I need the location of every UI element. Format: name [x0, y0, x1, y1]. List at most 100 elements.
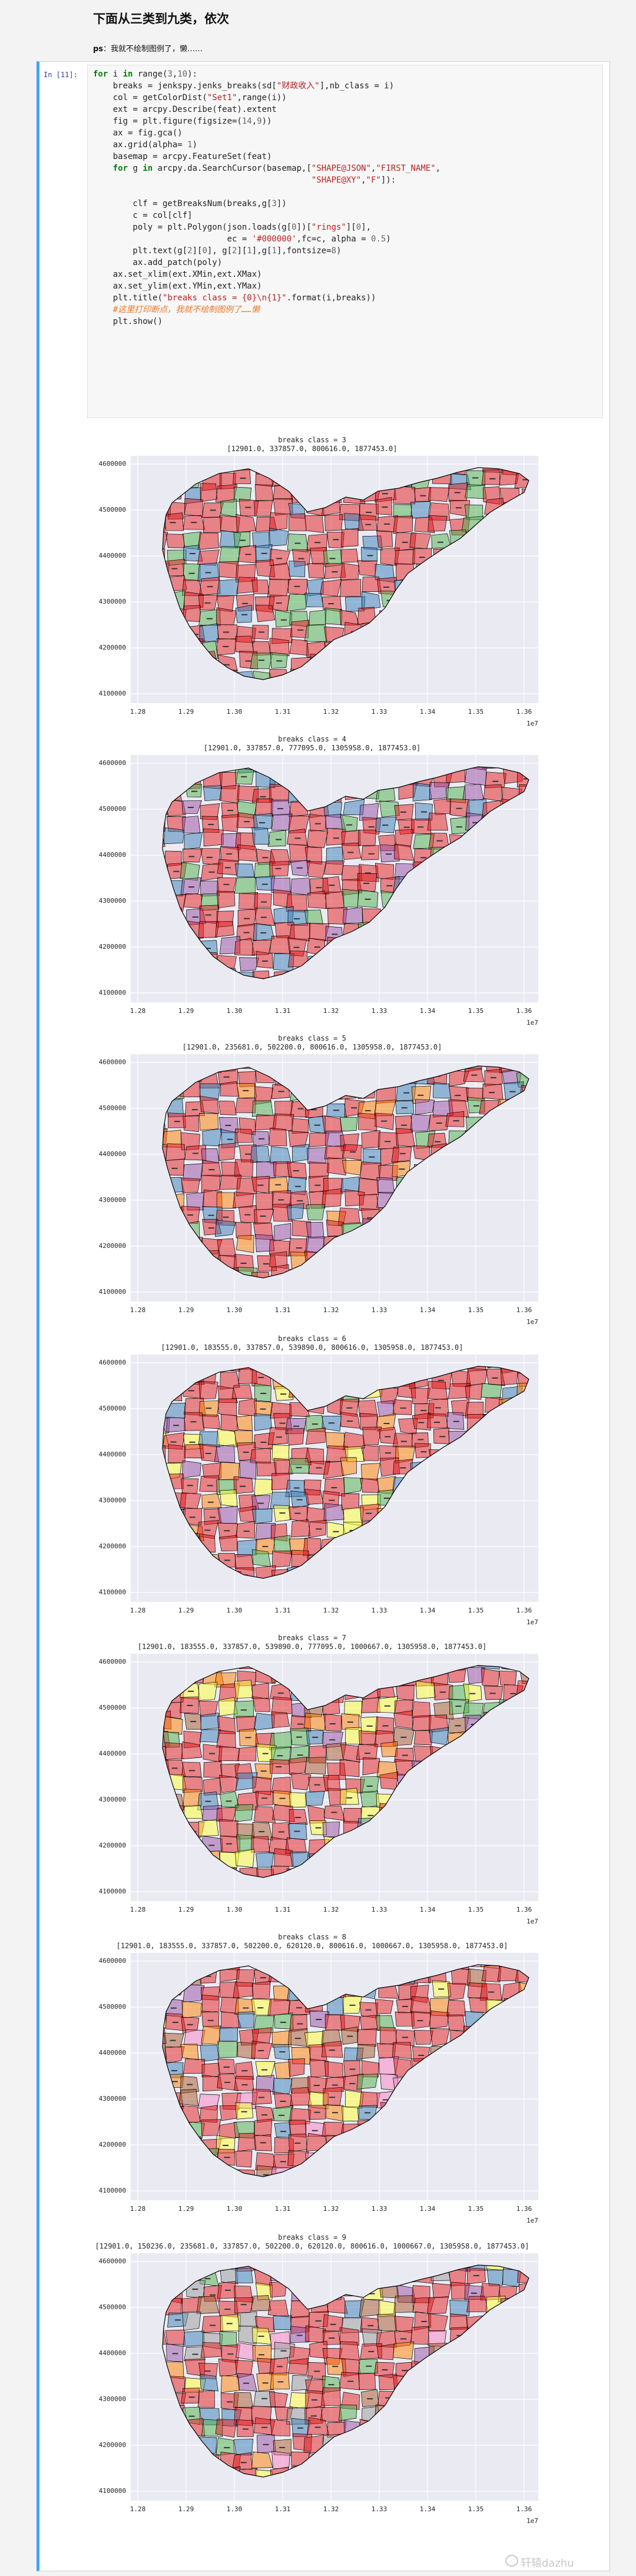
- county-polygon: [343, 1477, 363, 1494]
- county-label: [261, 2114, 268, 2116]
- county-polygon: [270, 1366, 290, 1373]
- county-label: [313, 2085, 320, 2087]
- county-label: [278, 1199, 284, 1201]
- county-polygon: [345, 2184, 362, 2199]
- county-polygon: [430, 1162, 449, 1180]
- county-label: [489, 1693, 496, 1694]
- county-polygon: [180, 1492, 201, 1509]
- county-label: [417, 1591, 423, 1592]
- y-tick-label: 4600000: [98, 2257, 126, 2265]
- code-token: "FIRST_NAME": [376, 164, 436, 173]
- county-polygon: [465, 1774, 485, 1793]
- county-polygon: [536, 1687, 538, 1701]
- county-polygon: [395, 1759, 415, 1776]
- county-label: [368, 2141, 375, 2143]
- county-label: [260, 1408, 266, 1410]
- county-polygon: [269, 1600, 289, 1602]
- county-label: [490, 1077, 496, 1078]
- x-tick-label: 1.29: [178, 1607, 194, 1614]
- county-polygon: [431, 2464, 449, 2477]
- county-polygon: [343, 2420, 363, 2438]
- county-polygon: [235, 2102, 253, 2120]
- county-label: [226, 1800, 232, 1802]
- county-polygon: [344, 656, 363, 675]
- county-label: [173, 1425, 180, 1426]
- county-polygon: [344, 953, 365, 970]
- county-label: [439, 2369, 446, 2371]
- county-label: [156, 885, 162, 886]
- county-polygon: [237, 1280, 256, 1297]
- county-polygon: [132, 1670, 152, 1685]
- county-polygon: [164, 1817, 184, 1836]
- county-polygon: [269, 528, 289, 547]
- county-label: [332, 571, 338, 572]
- county-polygon: [519, 1415, 529, 1432]
- county-polygon: [485, 2170, 507, 2177]
- county-polygon: [233, 1982, 254, 1999]
- code-text[interactable]: for i in range(3,10): breaks = jenkspy.j…: [93, 68, 440, 327]
- county-polygon: [416, 468, 435, 471]
- county-polygon: [343, 767, 361, 770]
- county-polygon: [427, 1819, 449, 1836]
- county-polygon: [499, 1670, 517, 1686]
- code-editor[interactable]: [87, 65, 603, 418]
- county-polygon: [305, 2265, 326, 2272]
- county-label: [332, 2366, 339, 2368]
- code-token: c = col[clf]: [93, 211, 193, 220]
- county-polygon: [234, 2169, 256, 2177]
- county-polygon: [521, 1595, 538, 1602]
- county-label: [208, 1227, 214, 1229]
- county-polygon: [179, 1066, 201, 1071]
- county-polygon: [428, 2313, 448, 2332]
- county-polygon: [163, 655, 165, 672]
- county-polygon: [164, 512, 184, 531]
- county-label: [329, 1739, 336, 1741]
- county-label: [280, 2101, 286, 2102]
- code-line: #这里打印断点，我就不绘制图例了……懒: [93, 304, 440, 316]
- county-label: [487, 542, 493, 544]
- county-polygon: [132, 1685, 148, 1703]
- county-label: [524, 2492, 530, 2493]
- county-polygon: [309, 1384, 329, 1403]
- county-polygon: [501, 1868, 521, 1878]
- county-label: [279, 1893, 284, 1894]
- county-polygon: [132, 2184, 150, 2198]
- county-polygon: [415, 1443, 431, 1458]
- county-label: [170, 2294, 177, 2296]
- county-polygon: [465, 2137, 486, 2156]
- code-token: ,: [361, 176, 366, 185]
- county-polygon: [521, 590, 529, 607]
- county-label: [294, 1830, 300, 1832]
- county-polygon: [304, 1581, 323, 1600]
- county-polygon: [516, 1382, 529, 1399]
- county-label: [316, 663, 322, 664]
- code-line: fig = plt.figure(figsize=(14,9)): [93, 115, 440, 127]
- county-polygon: [501, 1523, 518, 1541]
- county-polygon: [253, 813, 273, 830]
- county-polygon: [504, 1209, 523, 1226]
- county-polygon: [469, 1899, 488, 1901]
- code-token: "财政收入": [276, 81, 320, 91]
- county-label: [489, 1487, 495, 1489]
- county-polygon: [429, 2010, 450, 2029]
- county-label: [509, 1452, 516, 1453]
- county-polygon: [515, 604, 529, 623]
- y-tick-label: 4400000: [98, 1750, 126, 1757]
- county-polygon: [254, 1601, 270, 1602]
- county-polygon: [286, 829, 308, 846]
- county-polygon: [412, 862, 433, 876]
- county-label: [136, 871, 142, 872]
- figure-title: breaks class = 9: [278, 2233, 346, 2241]
- county-polygon: [218, 1281, 238, 1299]
- county-polygon: [131, 1806, 147, 1823]
- county-label: [170, 1363, 175, 1365]
- county-label: [277, 1692, 284, 1694]
- county-polygon: [269, 1965, 291, 1983]
- county-label: [276, 839, 282, 840]
- code-line: plt.show(): [93, 316, 440, 327]
- county-polygon: [414, 1868, 433, 1878]
- county-polygon: [166, 1256, 186, 1272]
- county-label: [436, 1558, 442, 1560]
- county-label: [510, 2131, 516, 2133]
- county-label: [294, 837, 301, 839]
